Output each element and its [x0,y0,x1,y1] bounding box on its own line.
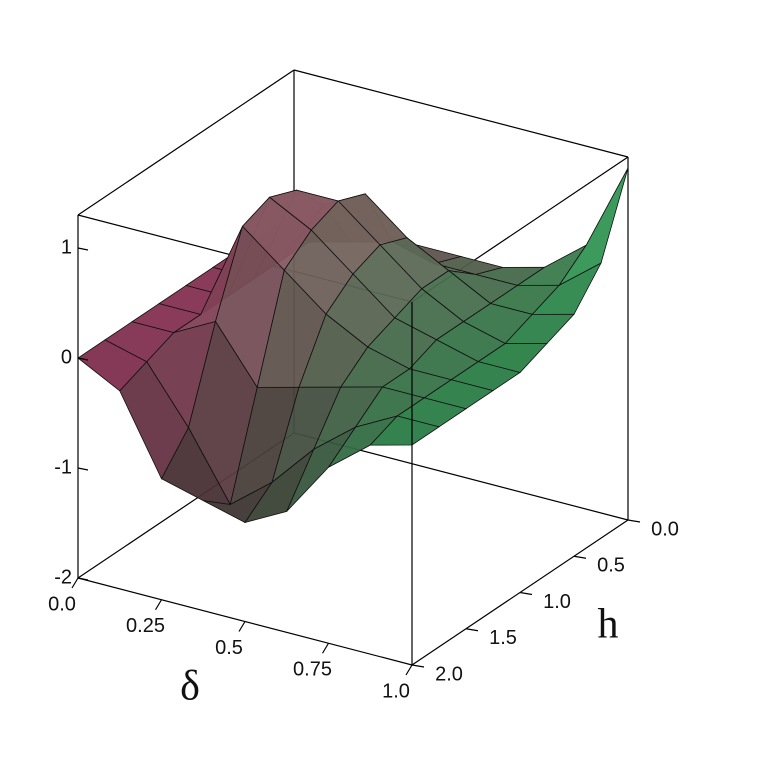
x-tick [405,664,413,676]
x-tick-label: 0.0 [48,593,76,615]
x-tick [71,577,79,589]
x-tick [321,642,330,654]
y-tick [411,664,425,668]
x-tick-label: 1.0 [382,680,410,702]
box-edge [77,69,295,216]
x-axis-title: δ [180,664,200,710]
y-tick [519,591,533,596]
y-tick-label: 1.0 [543,591,571,613]
z-tick [77,467,89,471]
y-tick-label: 1.5 [489,627,517,649]
z-tick [77,577,89,581]
z-tick-label: 0 [61,346,72,368]
x-tick [154,599,163,611]
box-edge [293,69,629,158]
x-tick-label: 0.25 [126,615,165,637]
x-tick [238,621,246,632]
y-tick [465,628,479,632]
y-axis-title: h [598,602,619,648]
x-tick-label: 0.5 [215,637,243,659]
z-tick [77,247,89,251]
z-tick-label: -2 [54,566,72,588]
y-tick-label: 0.0 [651,518,679,540]
y-tick-label: 2.0 [435,663,463,685]
z-tick [77,357,89,361]
y-tick-label: 0.5 [597,555,625,577]
y-tick [627,519,641,523]
z-tick-label: 1 [61,236,72,258]
y-tick [573,555,587,559]
z-tick-label: -1 [54,456,72,478]
x-tick-label: 0.75 [293,659,332,681]
